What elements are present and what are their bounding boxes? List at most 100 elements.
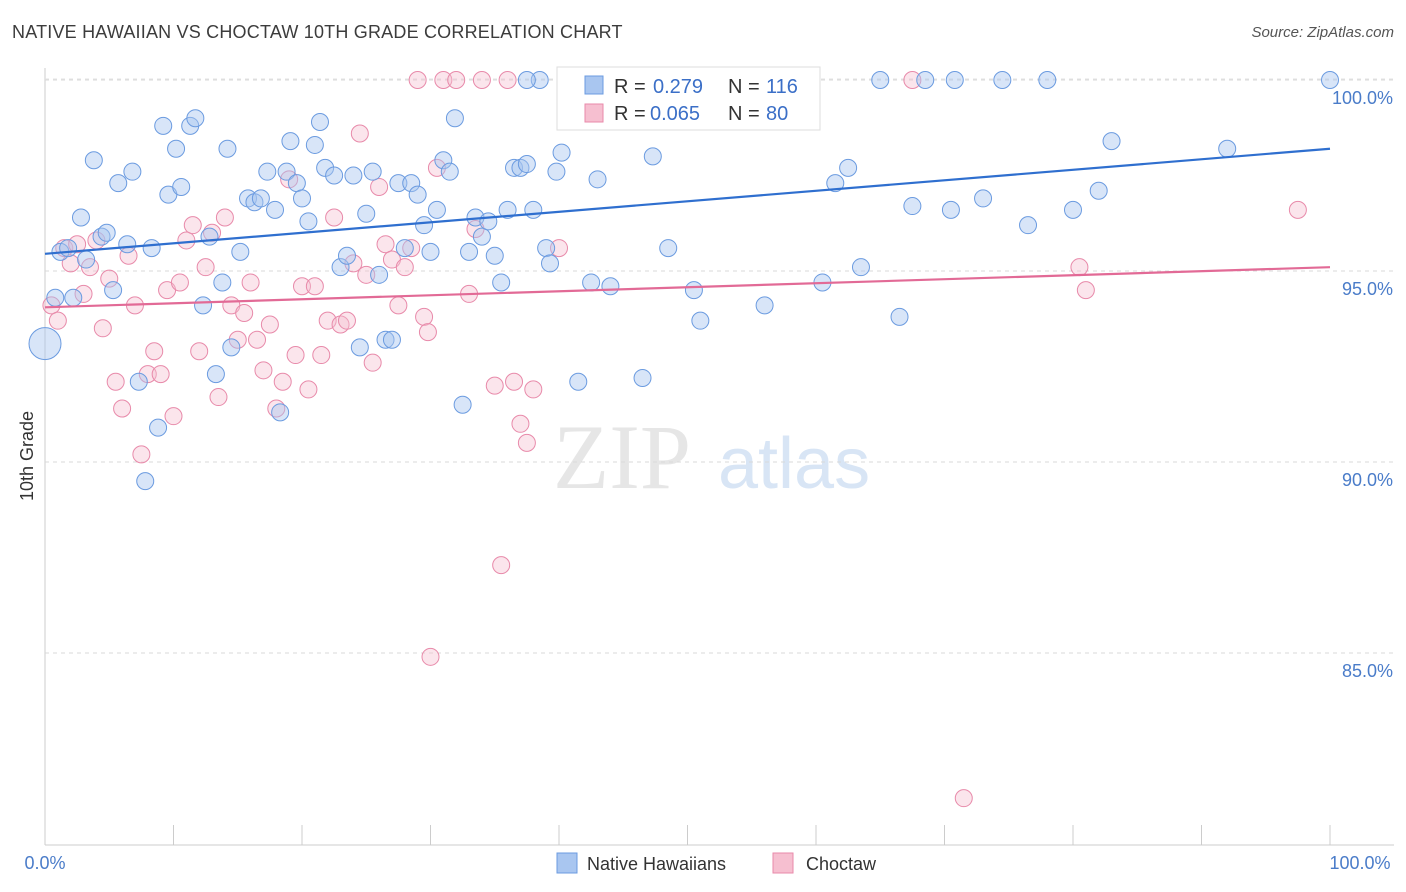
choctaw-point <box>325 208 344 227</box>
choctaw-point <box>370 177 389 196</box>
native-hawaiian-point <box>402 174 421 193</box>
native-hawaiian-point <box>479 212 498 231</box>
choctaw-point <box>68 235 87 254</box>
native-hawaiian-point <box>601 277 620 296</box>
native-hawaiian-point <box>46 288 65 307</box>
native-hawaiian-point <box>916 71 935 89</box>
choctaw-point <box>293 277 311 296</box>
native-hawaiian-point <box>167 139 186 158</box>
choctaw-point <box>357 265 376 284</box>
choctaw-point <box>260 315 279 334</box>
native-hawaiian-point <box>445 109 464 128</box>
choctaw-point <box>273 372 292 391</box>
native-hawaiian-point <box>389 174 408 193</box>
choctaw-point <box>106 372 125 391</box>
choctaw-point <box>286 346 305 365</box>
native-hawaiian-point <box>277 162 296 181</box>
native-hawaiian-point <box>530 71 549 89</box>
native-hawaiian-point <box>129 372 148 391</box>
native-hawaiian-point <box>569 372 588 391</box>
native-hawaiian-point <box>472 227 491 246</box>
choctaw-point <box>1070 258 1089 277</box>
native-hawaiian-point <box>305 135 324 154</box>
legend: R = 0.279 N = 116 R = 0.065 N = 80 <box>556 66 821 131</box>
choctaw-point <box>190 342 209 361</box>
choctaw-trend-line <box>44 266 1331 309</box>
native-hawaiian-point <box>64 288 83 307</box>
y-tick-label: 95.0% <box>1342 279 1393 299</box>
legend-swatch-choctaw <box>584 103 604 123</box>
native-hawaiian-point <box>453 395 472 414</box>
native-hawaiian-point <box>903 197 922 216</box>
native-hawaiian-point <box>218 139 237 158</box>
native-hawaiian-point <box>222 338 241 357</box>
legend-r-value-2: 0.065 <box>650 103 700 125</box>
native-hawaiian-point <box>28 327 62 361</box>
native-hawaiian-point <box>293 189 311 208</box>
native-hawaiian-point <box>1102 132 1121 151</box>
native-hawaiian-point <box>440 162 459 181</box>
choctaw-point <box>350 124 369 143</box>
bottom-legend: Native Hawaiians Choctaw <box>556 852 877 874</box>
native-hawaiian-point <box>350 338 369 357</box>
native-hawaiian-point <box>370 265 389 284</box>
native-hawaiian-point <box>408 185 427 204</box>
native-hawaiian-point <box>537 239 556 258</box>
choctaw-point <box>505 372 524 391</box>
choctaw-point <box>235 304 254 323</box>
native-hawaiian-point <box>541 254 560 273</box>
native-hawaiian-point <box>415 216 434 235</box>
choctaw-point <box>299 380 318 399</box>
native-hawaiian-point <box>118 235 137 254</box>
y-axis-title: 10th Grade <box>17 411 37 501</box>
watermark-zip: ZIP <box>553 406 691 508</box>
native-hawaiian-point <box>945 71 964 89</box>
native-hawaiian-point <box>172 177 191 196</box>
native-hawaiian-point <box>941 200 960 219</box>
native-hawaiian-point <box>186 109 205 128</box>
choctaw-point <box>61 254 80 273</box>
choctaw-point <box>954 789 973 808</box>
legend-n-label-2: N = <box>728 103 760 125</box>
choctaw-point <box>183 216 202 235</box>
choctaw-point <box>151 365 170 384</box>
choctaw-point <box>1288 200 1307 219</box>
native-hawaiian-point <box>59 239 78 258</box>
choctaw-point <box>472 71 491 89</box>
y-tick-label: 100.0% <box>1332 88 1393 108</box>
native-hawaiian-point <box>1089 181 1108 200</box>
choctaw-point <box>485 376 504 395</box>
native-hawaiian-point <box>206 365 225 384</box>
native-hawaiian-point <box>316 158 335 177</box>
native-hawaiian-point <box>643 147 662 166</box>
native-hawaiian-point <box>194 296 213 315</box>
native-hawaiian-point <box>421 242 440 261</box>
choctaw-point <box>421 647 440 666</box>
native-hawaiian-point <box>1321 71 1339 89</box>
choctaw-points <box>42 71 1307 808</box>
choctaw-point <box>145 342 164 361</box>
choctaw-point <box>100 269 119 288</box>
native-hawaiian-point <box>357 204 376 223</box>
native-hawaiian-point <box>524 200 543 219</box>
native-hawaiian-point <box>287 174 306 193</box>
legend-n-label-1: N = <box>728 76 760 98</box>
y-tick-label: 90.0% <box>1342 470 1393 490</box>
legend-n-value-2: 80 <box>766 103 788 125</box>
choctaw-point <box>498 71 517 89</box>
native-hawaiian-point <box>434 151 453 170</box>
choctaw-point <box>363 353 382 372</box>
native-hawaiian-point <box>974 189 993 208</box>
native-hawaiian-point <box>344 166 363 185</box>
native-hawaiian-point <box>498 200 517 219</box>
choctaw-point <box>248 330 267 349</box>
native-hawaiian-point <box>492 273 511 292</box>
choctaw-point <box>196 258 215 277</box>
native-hawaiian-point <box>363 162 382 181</box>
native-hawaiian-point <box>839 158 858 177</box>
native-hawaiian-point <box>1019 216 1038 235</box>
native-hawaiian-point <box>325 166 344 185</box>
choctaw-point <box>305 277 324 296</box>
native-hawaiian-point <box>266 200 285 219</box>
